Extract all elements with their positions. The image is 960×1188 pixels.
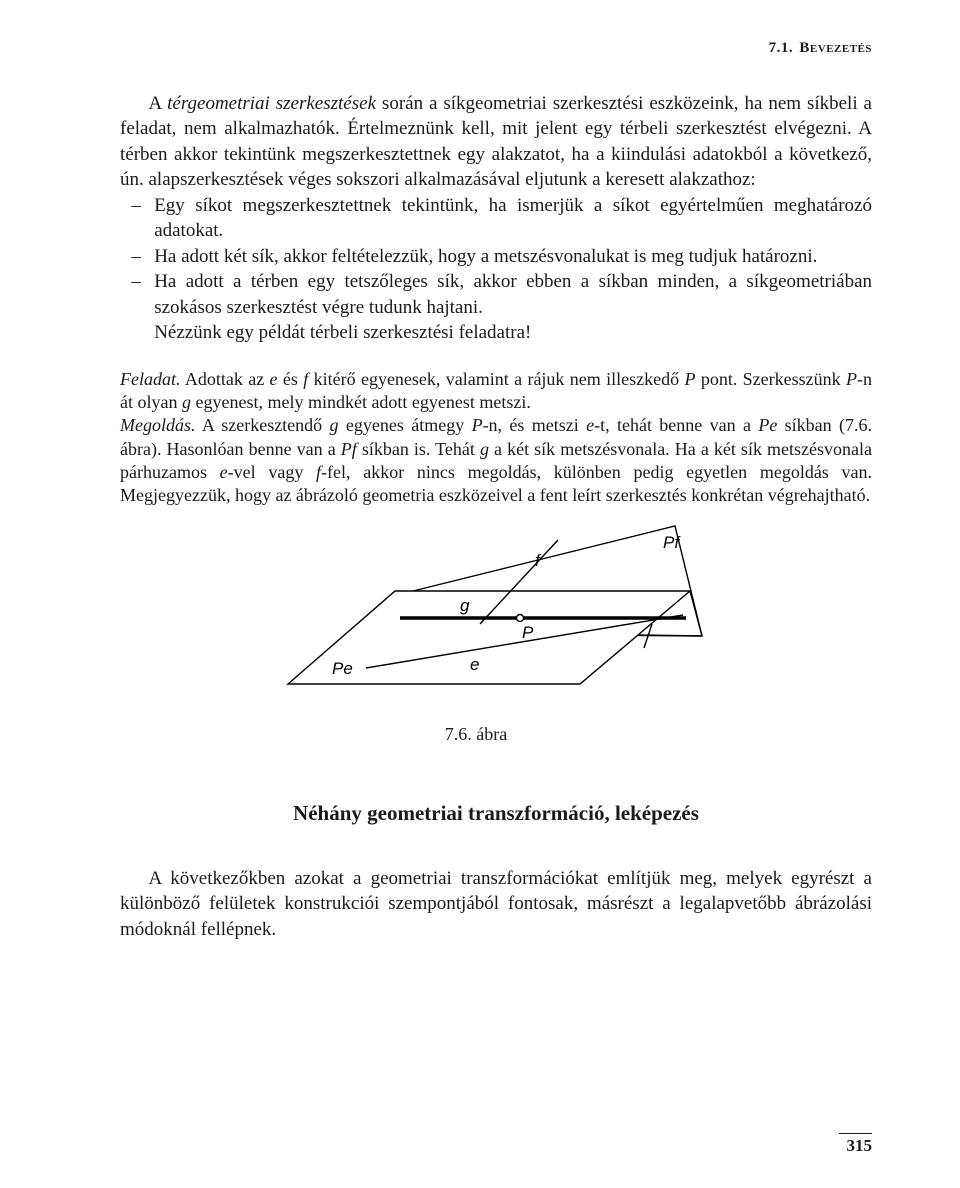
- point-p: [517, 614, 524, 621]
- feladat-label: Feladat.: [120, 369, 181, 389]
- label-pf: Pf: [663, 533, 681, 552]
- subheading: Néhány geometriai transzformáció, leképe…: [120, 801, 872, 826]
- label-pe: Pe: [332, 659, 353, 678]
- figure-7-6: f Pf g P e Pe 7.6. ábra: [120, 518, 872, 745]
- page: 7.1. Bevezetés A térgeometriai szerkeszt…: [0, 0, 960, 1188]
- figure-caption: 7.6. ábra: [80, 724, 872, 745]
- feladat-text: Adottak az e és f kitérő egyenesek, vala…: [120, 369, 872, 412]
- megoldas-text: A szerkesztendő g egyenes átmegy P-n, és…: [120, 415, 872, 505]
- list-item: Ha adott két sík, akkor feltételezzük, h…: [120, 244, 872, 269]
- closing-paragraph: A következőkben azokat a geometriai tran…: [120, 866, 872, 942]
- planes-diagram-svg: f Pf g P e Pe: [270, 518, 710, 718]
- label-g: g: [460, 596, 470, 615]
- intro-paragraph: A térgeometriai szerkesztések során a sí…: [120, 91, 872, 193]
- megoldas-label: Megoldás.: [120, 415, 196, 435]
- label-e: e: [470, 655, 479, 674]
- page-header: 7.1. Bevezetés: [120, 40, 872, 57]
- main-text: A térgeometriai szerkesztések során a sí…: [120, 91, 872, 346]
- example-block: Feladat. Adottak az e és f kitérő egyene…: [120, 368, 872, 508]
- bullet-list: Egy síkot megszerkesztettnek tekintünk, …: [120, 193, 872, 346]
- page-number: 315: [839, 1133, 873, 1156]
- label-p: P: [522, 623, 534, 642]
- list-item: Egy síkot megszerkesztettnek tekintünk, …: [120, 193, 872, 244]
- list-item: Ha adott a térben egy tetszőleges sík, a…: [120, 269, 872, 345]
- list-item-text: Ha adott a térben egy tetszőleges sík, a…: [154, 271, 872, 317]
- list-item-text: Nézzünk egy példát térbeli szerkesztési …: [154, 322, 531, 343]
